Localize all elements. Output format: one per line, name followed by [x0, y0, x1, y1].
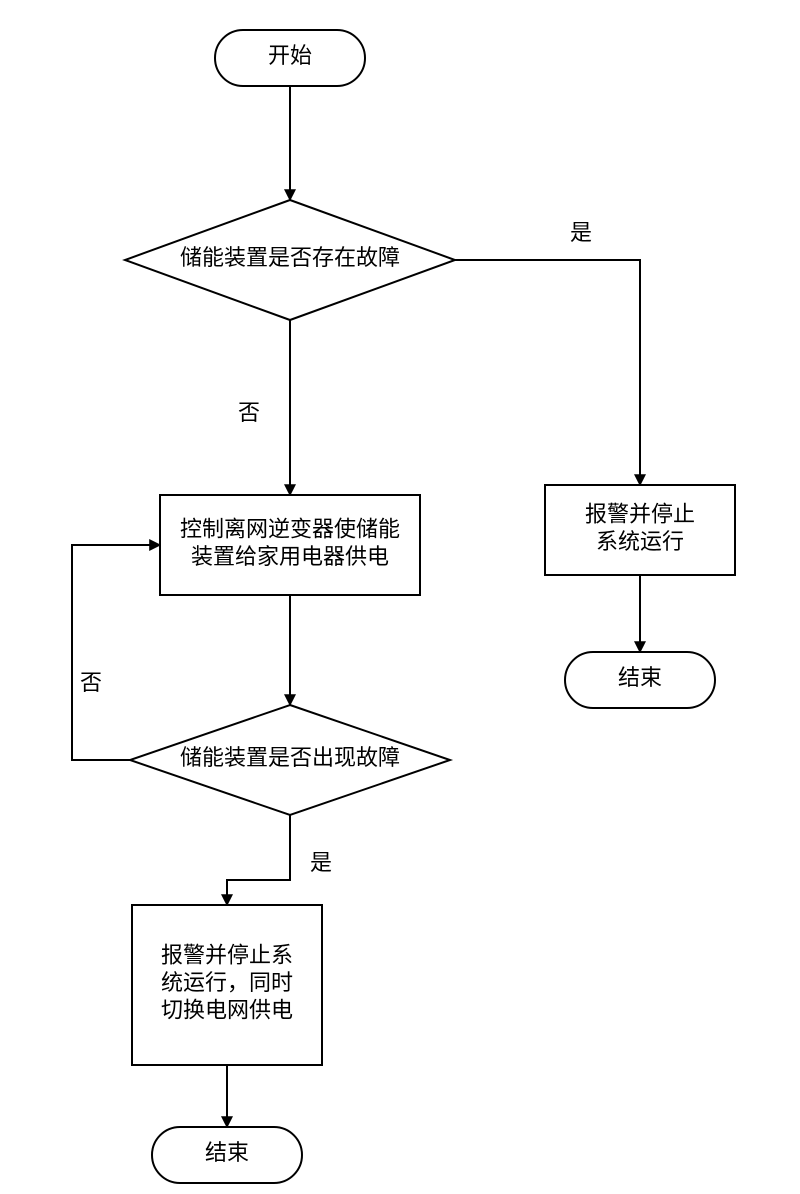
e_d2_p2: [227, 815, 290, 905]
node-start-text-0: 开始: [268, 43, 312, 68]
nodes-layer: 开始储能装置是否存在故障控制离网逆变器使储能装置给家用电器供电储能装置是否出现故…: [125, 30, 735, 1183]
node-p2: 报警并停止系统运行，同时切换电网供电: [132, 905, 322, 1065]
node-p2-text-0: 报警并停止系: [161, 943, 293, 968]
node-p2-text-1: 统运行，同时: [161, 970, 293, 995]
e_d1_p3: [455, 260, 640, 485]
node-end2-text-0: 结束: [618, 665, 662, 690]
node-d2: 储能装置是否出现故障: [130, 705, 450, 815]
node-p2-text-2: 切换电网供电: [161, 998, 293, 1023]
node-d2-text-0: 储能装置是否出现故障: [180, 745, 400, 770]
e_d1_p3-label: 是: [570, 220, 592, 245]
node-start: 开始: [215, 30, 365, 86]
node-p3: 报警并停止系统运行: [545, 485, 735, 575]
node-p1-text-1: 装置给家用电器供电: [191, 544, 389, 569]
node-end1-text-0: 结束: [205, 1140, 249, 1165]
node-p3-text-1: 系统运行: [596, 529, 684, 554]
e_d1_p1-label: 否: [238, 400, 260, 425]
e_d2_p2-label: 是: [310, 850, 332, 875]
node-p1-text-0: 控制离网逆变器使储能: [180, 516, 400, 541]
node-d1-text-0: 储能装置是否存在故障: [180, 245, 400, 270]
node-end2: 结束: [565, 652, 715, 708]
e_d2_p1: [72, 545, 160, 760]
node-d1: 储能装置是否存在故障: [125, 200, 455, 320]
e_d2_p1-label: 否: [80, 670, 102, 695]
node-p3-text-0: 报警并停止: [585, 501, 695, 526]
node-end1: 结束: [152, 1127, 302, 1183]
node-p1: 控制离网逆变器使储能装置给家用电器供电: [160, 495, 420, 595]
